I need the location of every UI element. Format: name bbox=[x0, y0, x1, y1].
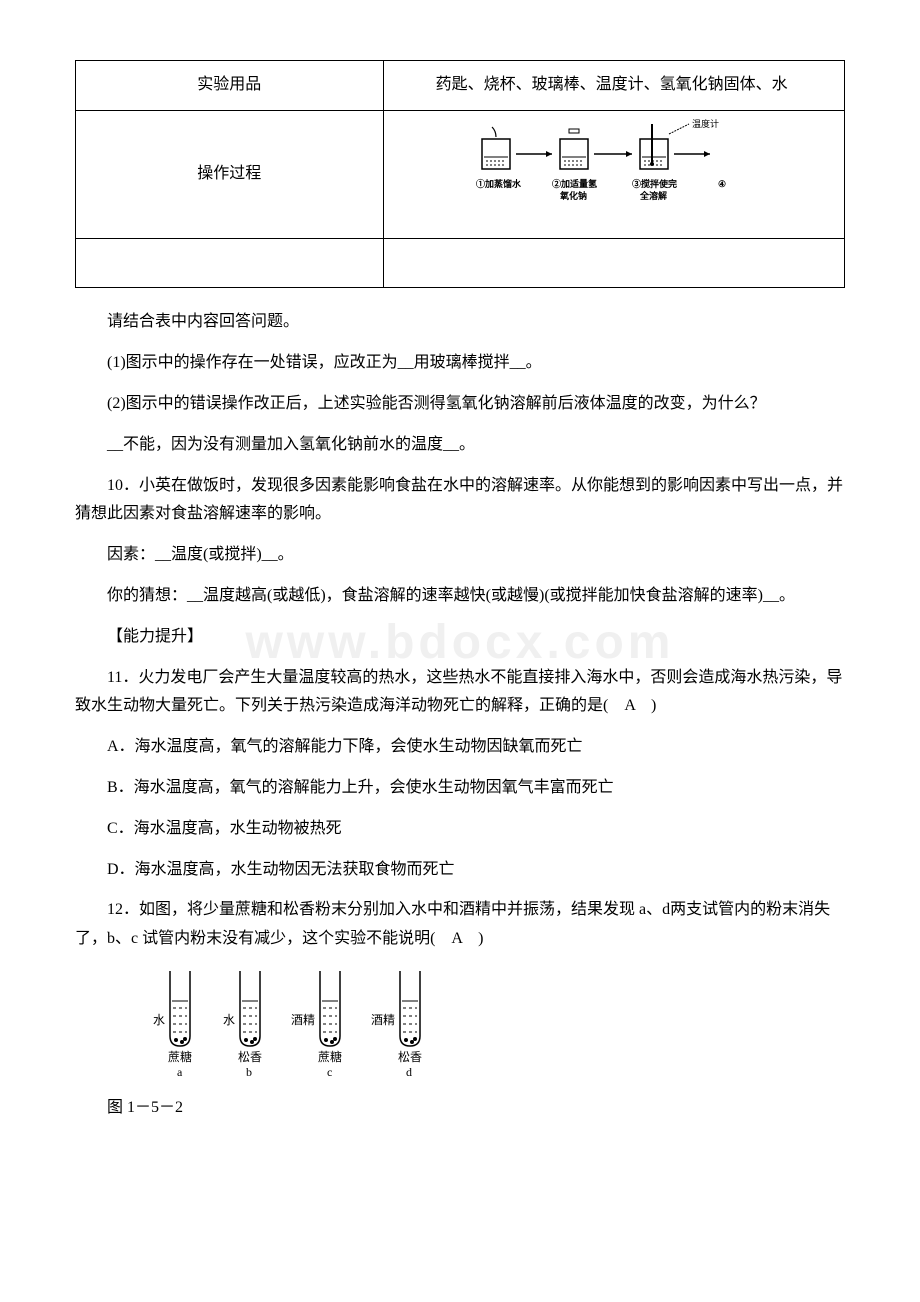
operation-diagram: 温度计 ①加蒸馏水 ②加适量氢 氧化钠 ③搅拌使完 全溶解 ④ bbox=[474, 119, 754, 219]
tube-d: 酒精 松香 d bbox=[371, 971, 422, 1079]
tube-c-letter: c bbox=[327, 1065, 332, 1079]
tube-b-solvent: 水 bbox=[223, 1013, 235, 1027]
q11-option-d: D．海水温度高，水生动物因无法获取食物而死亡 bbox=[75, 856, 845, 885]
row3-label bbox=[76, 238, 384, 288]
table-row: 实验用品 药匙、烧杯、玻璃棒、温度计、氢氧化钠固体、水 bbox=[76, 61, 845, 111]
question-10: 10．小英在做饭时，发现很多因素能影响食盐在水中的溶解速率。从你能想到的影响因素… bbox=[75, 472, 845, 530]
step4-label: ④ bbox=[718, 179, 726, 189]
question-10-factor: 因素：__温度(或搅拌)__。 bbox=[75, 541, 845, 570]
section-heading: 【能力提升】 bbox=[75, 623, 845, 652]
beaker-1 bbox=[482, 127, 510, 169]
row2-label: 操作过程 bbox=[76, 110, 384, 238]
diagram-cell: 温度计 ①加蒸馏水 ②加适量氢 氧化钠 ③搅拌使完 全溶解 ④ bbox=[383, 110, 844, 238]
step2-label-2: 氧化钠 bbox=[559, 190, 587, 201]
beaker-3: 温度计 bbox=[640, 119, 719, 169]
question-2: (2)图示中的错误操作改正后，上述实验能否测得氢氧化钠溶解前后液体温度的改变，为… bbox=[75, 390, 845, 419]
tube-b: 水 松香 b bbox=[223, 971, 262, 1079]
tube-d-solute: 松香 bbox=[398, 1050, 422, 1064]
experiment-table: 实验用品 药匙、烧杯、玻璃棒、温度计、氢氧化钠固体、水 操作过程 bbox=[75, 60, 845, 288]
thermometer-label: 温度计 bbox=[692, 119, 719, 129]
tube-d-letter: d bbox=[406, 1065, 412, 1079]
tube-a-letter: a bbox=[177, 1065, 183, 1079]
question-11: 11．火力发电厂会产生大量温度较高的热水，这些热水不能直接排入海水中，否则会造成… bbox=[75, 664, 845, 722]
tube-c: 酒精 蔗糖 c bbox=[291, 971, 342, 1079]
step3-label-2: 全溶解 bbox=[639, 190, 667, 201]
question-10-guess: 你的猜想：__温度越高(或越低)，食盐溶解的速率越快(或越慢)(或搅拌能加快食盐… bbox=[75, 582, 845, 611]
tube-a: 水 蔗糖 a bbox=[153, 971, 192, 1079]
tube-c-solute: 蔗糖 bbox=[318, 1049, 342, 1064]
figure-label: 图 1－5－2 bbox=[107, 1094, 845, 1123]
row1-label: 实验用品 bbox=[76, 61, 384, 111]
test-tubes-diagram: 水 蔗糖 a 水 松香 b 酒精 蔗糖 c 酒精 松香 bbox=[135, 966, 455, 1086]
intro-text: 请结合表中内容回答问题。 bbox=[75, 308, 845, 337]
tube-a-solute: 蔗糖 bbox=[168, 1049, 192, 1064]
step3-label-1: ③搅拌使完 bbox=[632, 178, 677, 189]
q11-option-a: A．海水温度高，氧气的溶解能力下降，会使水生动物因缺氧而死亡 bbox=[75, 733, 845, 762]
question-1: (1)图示中的操作存在一处错误，应改正为__用玻璃棒搅拌__。 bbox=[75, 349, 845, 378]
table-row: 操作过程 bbox=[76, 110, 845, 238]
beaker-2 bbox=[560, 129, 588, 169]
tube-b-letter: b bbox=[246, 1065, 252, 1079]
table-row bbox=[76, 238, 845, 288]
question-2-answer: __不能，因为没有测量加入氢氧化钠前水的温度__。 bbox=[75, 431, 845, 460]
question-12: 12．如图，将少量蔗糖和松香粉末分别加入水中和酒精中并振荡，结果发现 a、d两支… bbox=[75, 896, 845, 954]
tube-c-solvent: 酒精 bbox=[291, 1013, 315, 1027]
q11-option-c: C．海水温度高，水生动物被热死 bbox=[75, 815, 845, 844]
row3-content bbox=[383, 238, 844, 288]
step2-label-1: ②加适量氢 bbox=[552, 178, 597, 189]
tube-d-solvent: 酒精 bbox=[371, 1013, 395, 1027]
tube-b-solute: 松香 bbox=[238, 1050, 262, 1064]
step1-label: ①加蒸馏水 bbox=[476, 178, 522, 189]
tube-a-solvent: 水 bbox=[153, 1013, 165, 1027]
row1-content: 药匙、烧杯、玻璃棒、温度计、氢氧化钠固体、水 bbox=[383, 61, 844, 111]
q11-option-b: B．海水温度高，氧气的溶解能力上升，会使水生动物因氧气丰富而死亡 bbox=[75, 774, 845, 803]
